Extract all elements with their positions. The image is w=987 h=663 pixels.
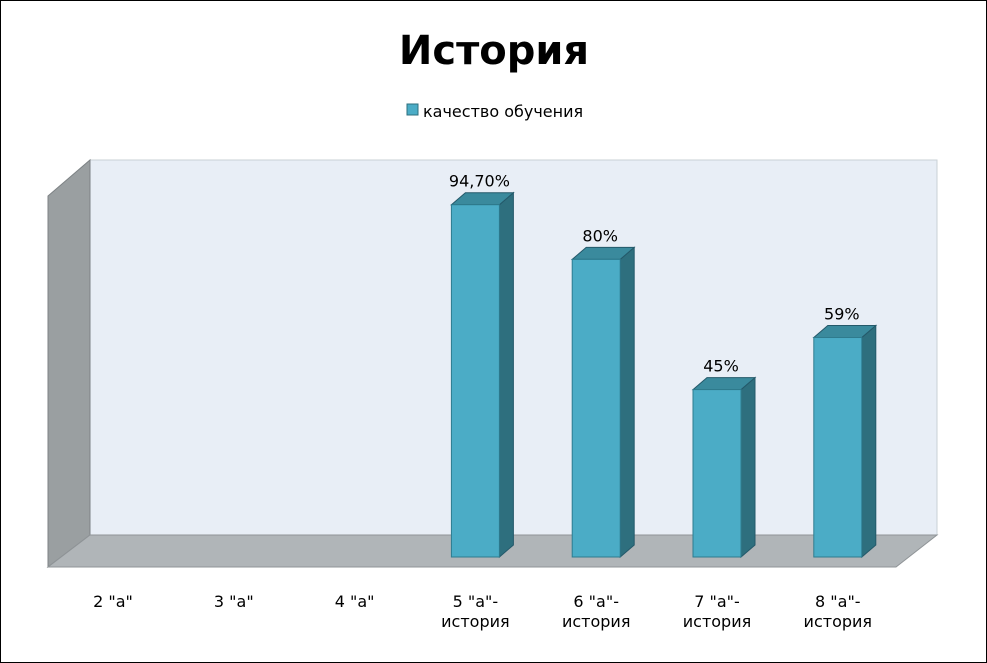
x-tick-label-line: 2 "а" bbox=[93, 592, 133, 611]
legend-swatch bbox=[406, 103, 419, 116]
x-tick-label: 7 "а"-история bbox=[683, 592, 751, 631]
bar bbox=[571, 258, 621, 558]
x-tick-label-line: история bbox=[683, 612, 751, 631]
legend-entry: качество обучения bbox=[423, 102, 583, 121]
bar-side bbox=[498, 191, 514, 559]
x-tick-label: 2 "а" bbox=[93, 592, 133, 611]
bar bbox=[692, 389, 742, 558]
data-label: 45% bbox=[703, 357, 739, 376]
x-tick-label-line: 5 "а"- bbox=[453, 592, 499, 611]
bar-side bbox=[740, 376, 756, 559]
x-tick-label-line: 8 "а"- bbox=[815, 592, 861, 611]
x-tick-label: 6 "а"-история bbox=[562, 592, 630, 631]
data-label: 94,70% bbox=[449, 172, 510, 191]
chart-title: История bbox=[399, 28, 589, 74]
bar-side bbox=[619, 246, 635, 559]
bars-layer bbox=[450, 191, 878, 559]
x-tick-label: 4 "а" bbox=[335, 592, 375, 611]
side-wall bbox=[47, 158, 91, 569]
x-tick-label-line: 4 "а" bbox=[335, 592, 375, 611]
bar bbox=[813, 337, 863, 558]
bar bbox=[450, 204, 500, 558]
x-tick-label-line: 6 "а"- bbox=[573, 592, 619, 611]
x-tick-label-line: история bbox=[804, 612, 872, 631]
x-tick-label: 5 "а"-история bbox=[441, 592, 509, 631]
data-labels-layer: 94,70% 80% 45% 59% bbox=[449, 172, 860, 376]
x-tick-label-line: 7 "а"- bbox=[694, 592, 740, 611]
legend: качество обучения bbox=[406, 102, 583, 121]
data-label: 80% bbox=[582, 226, 618, 245]
x-tick-label: 3 "а" bbox=[214, 592, 254, 611]
bar-side bbox=[861, 324, 877, 559]
x-tick-label: 8 "а"-история bbox=[804, 592, 872, 631]
x-tick-label-line: история bbox=[562, 612, 630, 631]
x-tick-label-line: 3 "а" bbox=[214, 592, 254, 611]
data-label: 59% bbox=[824, 305, 860, 324]
x-tick-label-line: история bbox=[441, 612, 509, 631]
